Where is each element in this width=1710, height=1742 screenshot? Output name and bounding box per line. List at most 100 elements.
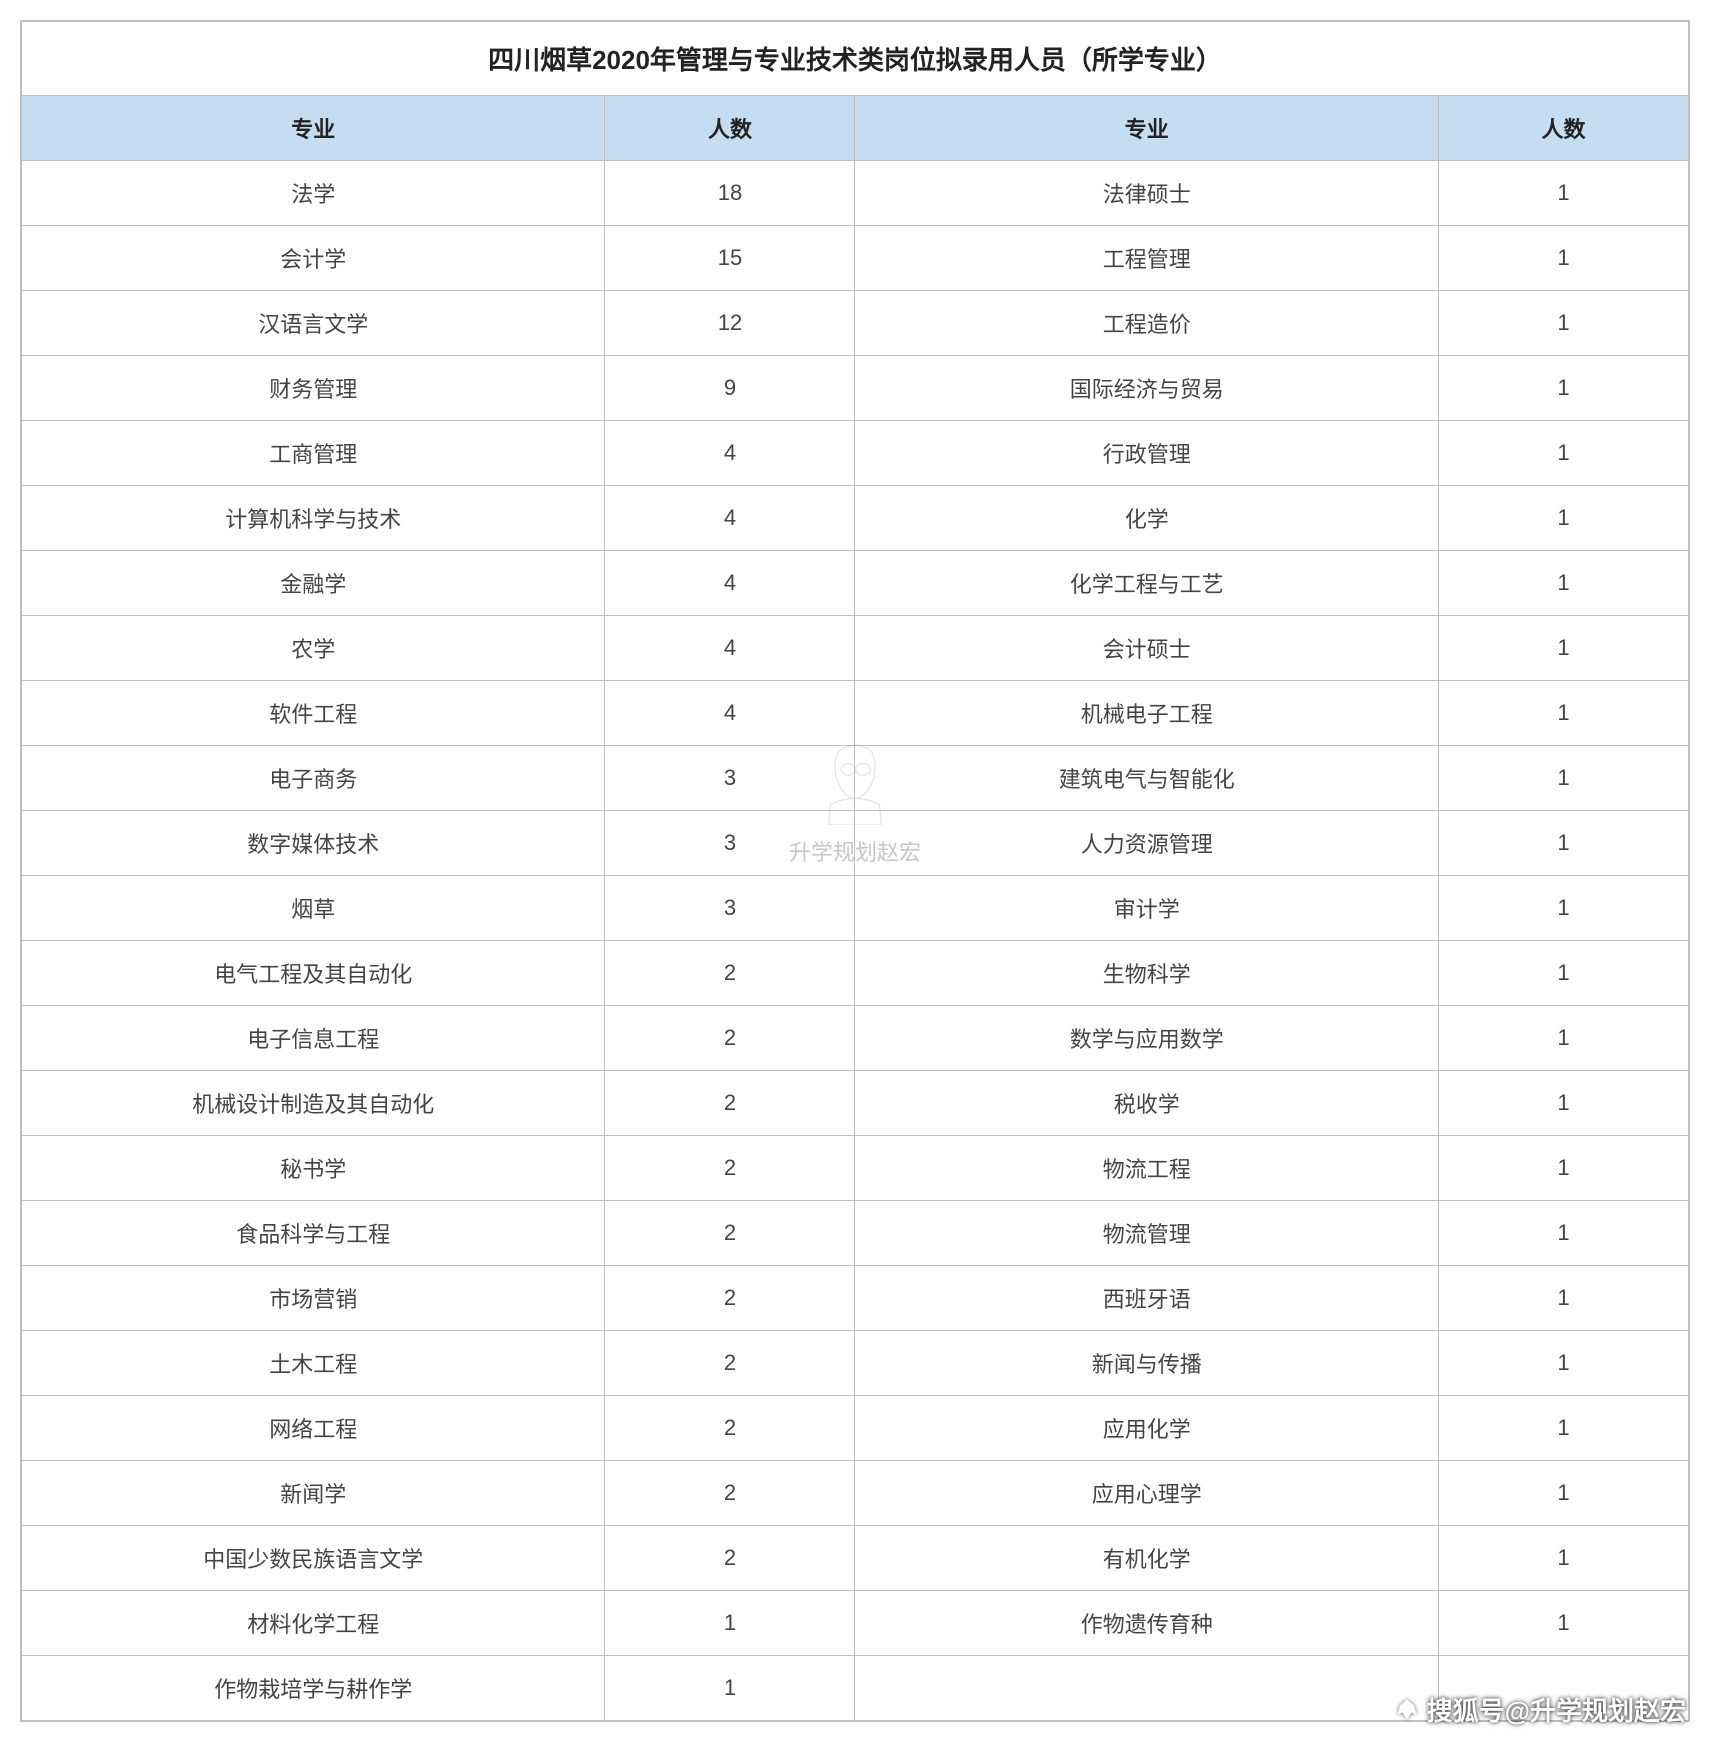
table-cell: 中国少数民族语言文学 (22, 1526, 605, 1591)
table-row: 土木工程2新闻与传播1 (22, 1331, 1689, 1396)
table-cell: 3 (605, 746, 855, 811)
table-row: 电子信息工程2数学与应用数学1 (22, 1006, 1689, 1071)
table-cell: 1 (1438, 811, 1688, 876)
table-cell: 税收学 (855, 1071, 1438, 1136)
column-header: 人数 (1438, 96, 1688, 161)
table-row: 汉语言文学12工程造价1 (22, 291, 1689, 356)
table-row: 电子商务3建筑电气与智能化1 (22, 746, 1689, 811)
table-cell: 国际经济与贸易 (855, 356, 1438, 421)
table-cell: 1 (1438, 616, 1688, 681)
table-cell: 电子商务 (22, 746, 605, 811)
table-cell: 农学 (22, 616, 605, 681)
table-cell: 2 (605, 941, 855, 1006)
table-cell: 数字媒体技术 (22, 811, 605, 876)
table-cell: 机械设计制造及其自动化 (22, 1071, 605, 1136)
table-cell: 化学 (855, 486, 1438, 551)
table-cell: 1 (1438, 746, 1688, 811)
table-cell: 1 (1438, 681, 1688, 746)
table-cell: 1 (1438, 1331, 1688, 1396)
table-cell: 1 (1438, 1136, 1688, 1201)
table-cell: 4 (605, 616, 855, 681)
table-cell: 工程管理 (855, 226, 1438, 291)
table-row: 烟草3审计学1 (22, 876, 1689, 941)
table-cell: 建筑电气与智能化 (855, 746, 1438, 811)
table-cell: 1 (1438, 1461, 1688, 1526)
table-cell: 1 (1438, 1591, 1688, 1656)
table-cell: 计算机科学与技术 (22, 486, 605, 551)
table-cell: 2 (605, 1266, 855, 1331)
table-cell: 4 (605, 486, 855, 551)
table-row: 计算机科学与技术4化学1 (22, 486, 1689, 551)
table-cell (1438, 1656, 1688, 1721)
table-cell: 1 (1438, 1266, 1688, 1331)
table-cell: 新闻学 (22, 1461, 605, 1526)
table-cell: 土木工程 (22, 1331, 605, 1396)
table-cell: 工程造价 (855, 291, 1438, 356)
table-row: 农学4会计硕士1 (22, 616, 1689, 681)
table-cell: 软件工程 (22, 681, 605, 746)
table-cell: 数学与应用数学 (855, 1006, 1438, 1071)
table-cell: 新闻与传播 (855, 1331, 1438, 1396)
table-cell: 食品科学与工程 (22, 1201, 605, 1266)
table-row: 机械设计制造及其自动化2税收学1 (22, 1071, 1689, 1136)
table-cell: 2 (605, 1526, 855, 1591)
table-cell: 应用心理学 (855, 1461, 1438, 1526)
table-row: 中国少数民族语言文学2有机化学1 (22, 1526, 1689, 1591)
table-row: 软件工程4机械电子工程1 (22, 681, 1689, 746)
table-title: 四川烟草2020年管理与专业技术类岗位拟录用人员（所学专业） (22, 22, 1689, 96)
table-cell: 工商管理 (22, 421, 605, 486)
table-cell: 2 (605, 1461, 855, 1526)
table-row: 金融学4化学工程与工艺1 (22, 551, 1689, 616)
table-cell: 1 (1438, 161, 1688, 226)
table-cell: 金融学 (22, 551, 605, 616)
table-cell: 物流工程 (855, 1136, 1438, 1201)
table-cell: 电子信息工程 (22, 1006, 605, 1071)
column-header: 人数 (605, 96, 855, 161)
column-header: 专业 (855, 96, 1438, 161)
table-cell: 1 (1438, 226, 1688, 291)
table-header-row: 专业人数专业人数 (22, 96, 1689, 161)
table-cell: 2 (605, 1201, 855, 1266)
table-cell: 网络工程 (22, 1396, 605, 1461)
table-cell: 1 (1438, 1526, 1688, 1591)
table-cell: 2 (605, 1006, 855, 1071)
table-cell: 法学 (22, 161, 605, 226)
table-row: 作物栽培学与耕作学1 (22, 1656, 1689, 1721)
table-cell: 作物栽培学与耕作学 (22, 1656, 605, 1721)
table-cell: 18 (605, 161, 855, 226)
table-cell: 3 (605, 876, 855, 941)
table-cell: 法律硕士 (855, 161, 1438, 226)
table-row: 材料化学工程1作物遗传育种1 (22, 1591, 1689, 1656)
majors-table: 四川烟草2020年管理与专业技术类岗位拟录用人员（所学专业） 专业人数专业人数 … (21, 21, 1689, 1721)
table-cell: 应用化学 (855, 1396, 1438, 1461)
table-cell: 1 (605, 1656, 855, 1721)
table-cell: 1 (1438, 291, 1688, 356)
table-cell: 材料化学工程 (22, 1591, 605, 1656)
table-cell: 人力资源管理 (855, 811, 1438, 876)
table-cell: 1 (1438, 551, 1688, 616)
table-row: 电气工程及其自动化2生物科学1 (22, 941, 1689, 1006)
table-cell: 会计硕士 (855, 616, 1438, 681)
table-cell: 市场营销 (22, 1266, 605, 1331)
table-cell: 12 (605, 291, 855, 356)
table-cell: 行政管理 (855, 421, 1438, 486)
table-cell: 1 (1438, 486, 1688, 551)
table-cell: 1 (1438, 1006, 1688, 1071)
table-cell: 西班牙语 (855, 1266, 1438, 1331)
table-cell: 4 (605, 681, 855, 746)
table-cell (855, 1656, 1438, 1721)
table-row: 网络工程2应用化学1 (22, 1396, 1689, 1461)
table-cell: 1 (1438, 1201, 1688, 1266)
table-cell: 会计学 (22, 226, 605, 291)
table-cell: 1 (1438, 876, 1688, 941)
table-cell: 1 (1438, 1396, 1688, 1461)
table-row: 秘书学2物流工程1 (22, 1136, 1689, 1201)
table-cell: 秘书学 (22, 1136, 605, 1201)
table-row: 财务管理9国际经济与贸易1 (22, 356, 1689, 421)
table-cell: 有机化学 (855, 1526, 1438, 1591)
table-cell: 财务管理 (22, 356, 605, 421)
table-title-row: 四川烟草2020年管理与专业技术类岗位拟录用人员（所学专业） (22, 22, 1689, 96)
table-cell: 烟草 (22, 876, 605, 941)
table-cell: 15 (605, 226, 855, 291)
table-row: 法学18法律硕士1 (22, 161, 1689, 226)
